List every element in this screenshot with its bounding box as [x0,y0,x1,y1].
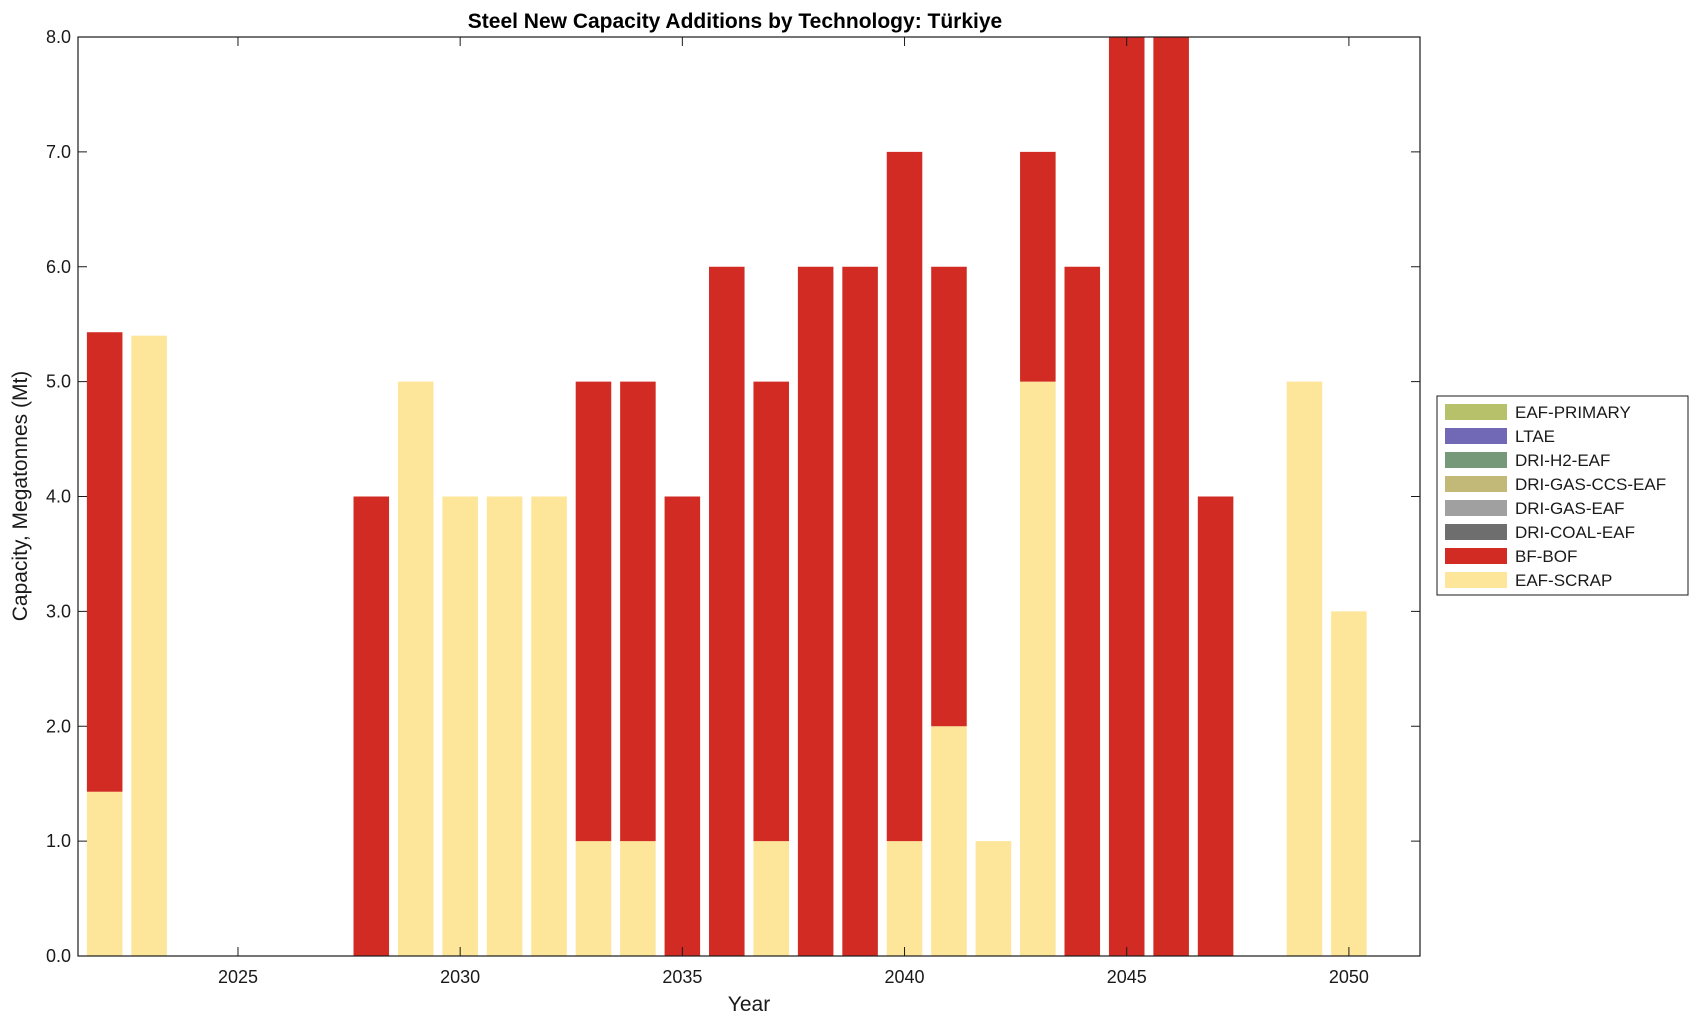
y-tick-label: 5.0 [46,372,71,392]
legend-label-dri-coal-eaf: DRI-COAL-EAF [1515,523,1635,542]
legend: EAF-PRIMARY LTAE DRI-H2-EAF DRI-GAS-CCS-EAF… [1436,395,1689,596]
x-axis-label: Year [728,993,770,1016]
legend-swatch-eaf-primary [1445,404,1507,420]
legend-label-eaf-scrap: EAF-SCRAP [1515,571,1612,590]
bar-bf-bof-2046 [1153,37,1189,956]
bar-eaf-scrap-2034 [620,841,656,956]
legend-label-dri-h2-eaf: DRI-H2-EAF [1515,451,1610,470]
bar-bf-bof-2037 [753,381,789,842]
bar-bf-bof-2038 [797,266,834,956]
x-tick-label: 2045 [1107,967,1147,987]
y-tick-label: 1.0 [46,831,71,851]
legend-swatch-dri-gas-ccs-eaf [1445,476,1507,492]
bar-eaf-scrap-2050 [1331,611,1367,956]
bar-bf-bof-2045 [1108,37,1145,956]
y-tick-label: 8.0 [46,27,71,47]
bar-bf-bof-2039 [842,266,878,956]
legend-label-ltae: LTAE [1515,427,1555,446]
bar-bf-bof-2047 [1197,496,1234,956]
legend-swatch-eaf-scrap [1445,572,1507,588]
bar-bf-bof-2022 [86,332,123,792]
y-tick-label: 4.0 [46,487,71,507]
y-axis-label: Capacity, Megatonnes (Mt) [9,371,32,622]
legend-label-dri-gas-ccs-eaf: DRI-GAS-CCS-EAF [1515,475,1666,494]
x-tick-label: 2030 [440,967,480,987]
bar-eaf-scrap-2049 [1286,381,1323,956]
legend-swatch-dri-h2-eaf [1445,452,1507,468]
bar-eaf-scrap-2023 [131,335,167,956]
bar-eaf-scrap-2022 [86,791,123,956]
legend-label-bf-bof: BF-BOF [1515,547,1577,566]
bar-eaf-scrap-2033 [575,841,612,956]
legend-swatch-ltae [1445,428,1507,444]
bar-eaf-scrap-2032 [531,496,567,956]
legend-swatch-bf-bof [1445,548,1507,564]
legend-label-dri-gas-eaf: DRI-GAS-EAF [1515,499,1625,518]
legend-swatch-dri-gas-eaf [1445,500,1507,516]
legend-label-eaf-primary: EAF-PRIMARY [1515,403,1631,422]
y-tick-label: 0.0 [46,946,71,966]
x-tick-label: 2035 [662,967,702,987]
x-tick-label: 2040 [885,967,925,987]
bar-eaf-scrap-2040 [886,841,923,956]
plot-frame [77,36,1421,957]
y-tick-label: 2.0 [46,716,71,736]
legend-swatch-dri-coal-eaf [1445,524,1507,540]
bar-bf-bof-2044 [1064,266,1101,956]
y-tick-label: 3.0 [46,601,71,621]
bar-bf-bof-2040 [886,151,923,842]
bar-group [86,37,1367,956]
bar-bf-bof-2035 [664,496,701,956]
bar-bf-bof-2043 [1020,151,1056,382]
chart-title: Steel New Capacity Additions by Technolo… [468,10,1002,33]
bar-eaf-scrap-2029 [397,381,434,956]
bar-bf-bof-2034 [620,381,656,842]
bar-eaf-scrap-2037 [753,841,789,956]
axis-ticks: 0.0 1.0 2.0 3.0 4.0 5.0 6.0 7.0 8.0 2025 2030 2035 2… [46,27,1420,987]
bar-eaf-scrap-2031 [486,496,523,956]
bar-bf-bof-2036 [709,266,745,956]
bar-bf-bof-2041 [931,266,967,727]
bar-eaf-scrap-2030 [442,496,478,956]
bar-eaf-scrap-2041 [931,726,967,956]
x-tick-label: 2025 [218,967,258,987]
bar-eaf-scrap-2042 [975,841,1012,956]
y-tick-label: 6.0 [46,257,71,277]
x-tick-label: 2050 [1329,967,1369,987]
bar-bf-bof-2033 [575,381,612,842]
bar-eaf-scrap-2043 [1020,381,1056,956]
y-tick-label: 7.0 [46,142,71,162]
bar-bf-bof-2028 [353,496,390,956]
